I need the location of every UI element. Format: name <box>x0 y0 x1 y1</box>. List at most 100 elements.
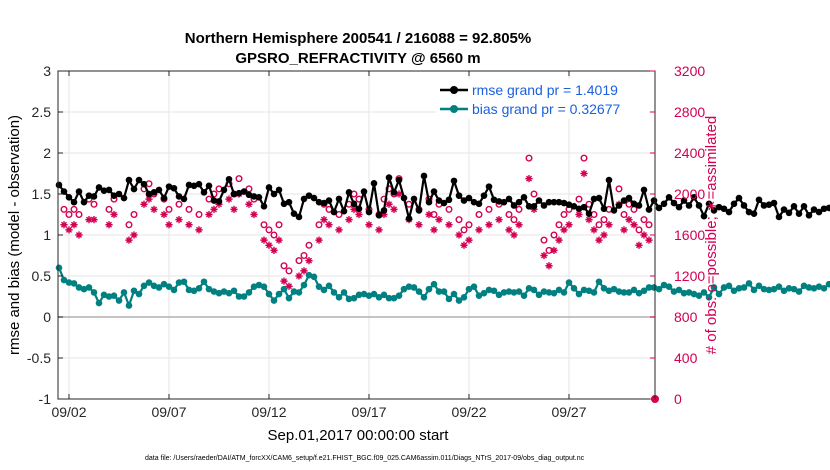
nobs-assimilated-point <box>305 257 313 265</box>
rmse-point <box>310 194 318 202</box>
bias-point <box>445 295 453 303</box>
rmse-point <box>770 199 778 207</box>
rmse-point <box>465 194 473 202</box>
rmse-point <box>365 208 373 216</box>
nobs-possible-point <box>540 236 548 244</box>
rmse-point <box>165 183 173 190</box>
data-file-footer: data file: /Users/raeder/DAI/ATM_forcXX/… <box>145 455 585 462</box>
rmse-point <box>335 195 343 203</box>
bias-point <box>135 290 143 298</box>
chart-title-line1: Northern Hemisphere 200541 / 216088 = 92… <box>185 30 531 47</box>
rmse-point <box>150 189 158 196</box>
rmse-point <box>545 198 553 206</box>
rmse-point <box>515 198 523 206</box>
bias-point <box>795 288 803 295</box>
bias-point <box>800 282 808 290</box>
rmse-point <box>620 197 628 204</box>
nobs-assimilated-point <box>525 175 533 183</box>
rmse-point <box>395 176 403 184</box>
nobs-assimilated-point <box>320 216 328 224</box>
rmse-point <box>735 194 743 202</box>
nobs-possible-point <box>70 205 78 213</box>
bias-point <box>210 288 218 295</box>
bias-point <box>200 278 208 286</box>
rmse-point <box>170 184 178 192</box>
rmse-point <box>605 176 613 184</box>
rmse-point <box>475 200 483 208</box>
bias-point <box>385 294 393 302</box>
rmse-point <box>525 203 533 210</box>
bias-point <box>310 273 318 281</box>
nobs-possible-point <box>505 210 513 218</box>
bias-point <box>85 284 93 291</box>
rmse-point <box>610 207 618 214</box>
nobs-assimilated-point <box>510 231 518 239</box>
bias-point <box>340 289 348 296</box>
nobs-possible-point <box>635 226 643 234</box>
nobs-assimilated-point <box>465 236 473 244</box>
legend-rmse-label: rmse grand pr = 1.4019 <box>472 82 618 98</box>
nobs-possible-point <box>270 231 278 239</box>
bias-point <box>290 288 298 295</box>
nobs-assimilated-point <box>555 236 563 244</box>
rmse-point <box>385 174 393 181</box>
nobs-assimilated-point <box>295 272 303 280</box>
bias-point <box>735 285 743 292</box>
rmse-point <box>765 201 773 208</box>
rmse-point <box>455 192 463 199</box>
rmse-point <box>775 213 783 221</box>
bias-point <box>230 287 238 295</box>
nobs-possible-point <box>315 221 323 229</box>
bias-point <box>335 294 343 301</box>
x-axis-label: Sep.01,2017 00:00:00 start <box>268 427 450 444</box>
rmse-point <box>640 186 648 194</box>
bias-point <box>785 285 793 292</box>
rmse-point <box>415 207 423 214</box>
rmse-point <box>65 193 73 201</box>
rmse-point <box>75 188 83 195</box>
rmse-point <box>520 193 528 201</box>
rmse-point <box>555 198 563 206</box>
rmse-point <box>255 193 263 201</box>
nobs-assimilated-point <box>625 216 633 224</box>
rmse-point <box>690 193 698 201</box>
rmse-point <box>760 202 768 209</box>
rmse-point <box>400 194 408 202</box>
nobs-possible-point <box>295 257 303 265</box>
bias-point <box>770 285 778 293</box>
nobs-possible-point <box>335 210 343 218</box>
bias-point <box>295 289 303 296</box>
bias-point <box>105 293 113 300</box>
nobs-assimilated-point <box>515 221 523 229</box>
bias-point <box>550 289 558 297</box>
nobs-assimilated-point <box>550 246 558 254</box>
rmse-point <box>160 194 168 202</box>
nobs-assimilated-point <box>280 277 288 285</box>
nobs-assimilated-point <box>430 226 438 234</box>
rmse-point <box>810 206 818 213</box>
bias-point <box>250 283 258 290</box>
rmse-point <box>440 199 448 207</box>
rmse-point <box>290 210 298 217</box>
nobs-assimilated-point <box>620 226 628 234</box>
bias-point <box>620 289 628 296</box>
nobs-assimilated-point <box>230 205 238 213</box>
rmse-point <box>800 203 808 210</box>
rmse-point <box>410 195 418 203</box>
bias-point <box>180 278 188 286</box>
bias-point <box>205 285 213 293</box>
rmse-point <box>210 197 218 204</box>
rmse-point <box>700 212 708 220</box>
nobs-assimilated-point <box>475 226 483 234</box>
bias-point <box>270 297 278 304</box>
bias-point <box>60 276 68 284</box>
rmse-point <box>590 195 598 203</box>
bias-point <box>710 284 718 291</box>
rmse-point <box>790 203 798 210</box>
y-right-tick-label: 3200 <box>674 63 705 79</box>
rmse-point <box>230 190 238 198</box>
rmse-point <box>805 212 813 219</box>
bias-point <box>380 291 388 299</box>
rmse-point <box>275 186 283 194</box>
nobs-assimilated-point <box>495 216 503 224</box>
